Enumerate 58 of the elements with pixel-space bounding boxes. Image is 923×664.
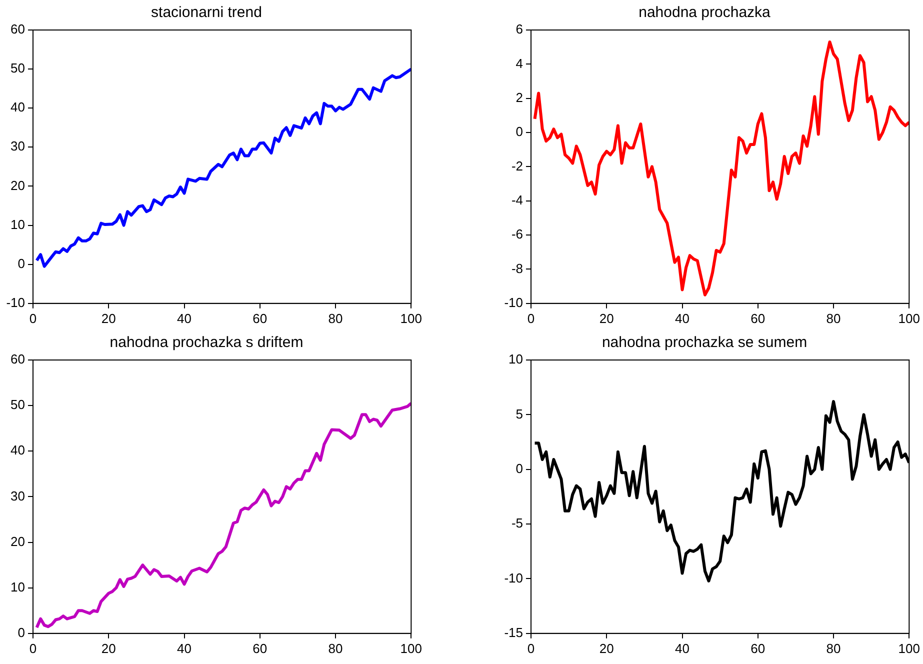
y-tick-label: 30 <box>10 488 25 504</box>
chart-title: nahodna prochazka se sumem <box>602 334 808 352</box>
y-tick-label: 10 <box>508 352 523 367</box>
x-tick-label: 80 <box>328 310 343 326</box>
x-tick-label: 20 <box>599 310 614 326</box>
x-tick-label: 40 <box>675 310 690 326</box>
y-tick-label: 10 <box>10 216 25 232</box>
x-tick-label: 80 <box>826 640 841 656</box>
x-tick-label: 20 <box>101 310 116 326</box>
x-tick-label: 60 <box>750 310 766 326</box>
chart-title: nahodna prochazka <box>638 4 772 22</box>
x-tick-label: 0 <box>29 310 37 326</box>
y-tick-label: 10 <box>10 579 25 594</box>
x-tick-label: 0 <box>527 310 535 326</box>
x-tick-label: 80 <box>328 640 343 656</box>
x-tick-label: 60 <box>252 640 268 656</box>
y-tick-label: 40 <box>10 100 25 115</box>
x-tick-label: 100 <box>898 640 920 656</box>
x-tick-label: 0 <box>527 640 535 656</box>
y-tick-label: 40 <box>10 442 25 458</box>
y-tick-label: -5 <box>511 516 523 531</box>
x-tick-label: 100 <box>898 310 920 326</box>
y-tick-label: -4 <box>511 192 523 208</box>
y-tick-label: -15 <box>504 624 523 640</box>
y-tick-label: -2 <box>511 158 523 174</box>
x-tick-label: 100 <box>400 310 422 326</box>
y-tick-label: 50 <box>10 60 25 76</box>
y-tick-label: 0 <box>18 256 25 271</box>
x-tick-label: 20 <box>599 640 614 656</box>
y-tick-label: 30 <box>10 138 25 154</box>
y-tick-label: 50 <box>10 397 25 412</box>
y-tick-label: 0 <box>516 460 523 476</box>
x-tick-label: 20 <box>101 640 116 656</box>
x-tick-label: 40 <box>177 640 192 656</box>
x-tick-label: 60 <box>252 310 268 326</box>
x-tick-label: 80 <box>826 310 841 326</box>
y-tick-label: -6 <box>511 226 523 242</box>
x-tick-label: 40 <box>675 640 690 656</box>
y-tick-label: 5 <box>516 406 523 422</box>
chart-title: nahodna prochazka s driftem <box>110 334 304 352</box>
y-tick-label: 2 <box>516 90 523 105</box>
y-tick-label: 0 <box>516 124 523 140</box>
y-tick-label: 60 <box>10 22 25 37</box>
chart-title: stacionarni trend <box>151 4 262 22</box>
y-tick-label: 20 <box>10 178 25 193</box>
y-tick-label: -10 <box>504 294 523 310</box>
y-tick-label: 20 <box>10 534 25 549</box>
y-tick-label: 60 <box>10 352 25 367</box>
x-tick-label: 40 <box>177 310 192 326</box>
x-tick-label: 0 <box>29 640 37 656</box>
x-tick-label: 60 <box>750 640 766 656</box>
y-tick-label: 4 <box>516 56 523 71</box>
x-tick-label: 100 <box>400 640 422 656</box>
y-tick-label: -10 <box>6 294 25 310</box>
y-tick-label: -10 <box>504 570 523 586</box>
y-tick-label: -8 <box>511 260 523 276</box>
y-tick-label: 0 <box>18 624 25 640</box>
y-tick-label: 6 <box>516 22 523 37</box>
